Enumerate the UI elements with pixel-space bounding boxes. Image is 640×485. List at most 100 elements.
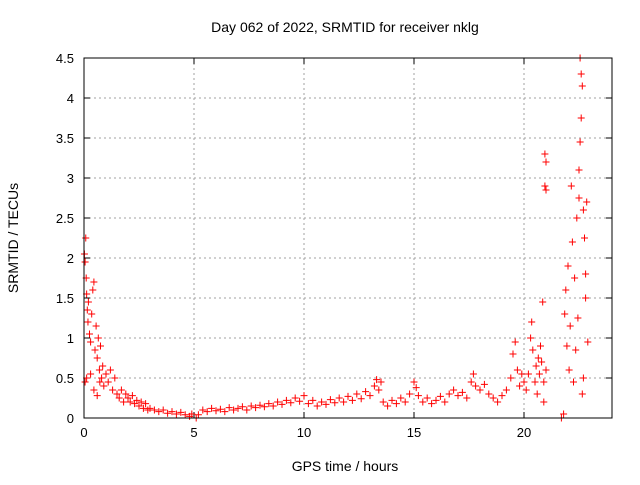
data-point (124, 394, 132, 402)
x-tick-label: 10 (297, 425, 311, 440)
data-point (480, 380, 488, 388)
data-point (463, 394, 471, 402)
data-point (579, 374, 587, 382)
data-point (578, 390, 586, 398)
y-tick-label: 3.5 (56, 131, 74, 146)
data-point (106, 366, 114, 374)
data-point (566, 322, 574, 330)
data-point (584, 338, 592, 346)
data-point (472, 382, 480, 390)
data-point (96, 378, 104, 386)
data-point (572, 346, 580, 354)
data-point (513, 366, 521, 374)
data-point (441, 398, 449, 406)
data-point (203, 408, 211, 416)
data-point (419, 398, 427, 406)
data-point (582, 294, 590, 302)
data-point (208, 404, 216, 412)
data-point (575, 166, 583, 174)
data-point (467, 378, 475, 386)
data-point (410, 378, 418, 386)
data-point (489, 394, 497, 402)
data-point (88, 310, 96, 318)
data-point (579, 206, 587, 214)
data-point (524, 370, 532, 378)
data-point (155, 408, 163, 416)
data-point (445, 390, 453, 398)
data-point (122, 390, 130, 398)
data-point (412, 384, 420, 392)
data-point (102, 370, 110, 378)
data-point (212, 407, 220, 415)
data-point (252, 404, 260, 412)
data-point (243, 406, 251, 414)
y-tick-label: 0 (67, 411, 74, 426)
data-point (498, 392, 506, 400)
data-point (84, 298, 92, 306)
y-tick-label: 4.5 (56, 51, 74, 66)
data-point (377, 378, 385, 386)
data-point (194, 411, 202, 419)
plot-frame (83, 57, 613, 419)
data-point (172, 410, 180, 418)
data-point (485, 390, 493, 398)
data-point (82, 234, 90, 242)
chart-title: Day 062 of 2022, SRMTID for receiver nkl… (211, 19, 479, 35)
data-point (137, 398, 145, 406)
data-point (577, 114, 585, 122)
data-point (540, 398, 548, 406)
data-point (458, 388, 466, 396)
data-point (109, 386, 117, 394)
data-point (230, 406, 238, 414)
data-point (527, 334, 535, 342)
data-point (494, 398, 502, 406)
data-point (142, 400, 150, 408)
data-point (111, 374, 119, 382)
data-point (344, 392, 352, 400)
data-point (260, 403, 268, 411)
data-point (87, 338, 95, 346)
data-point (578, 82, 586, 90)
data-point (164, 409, 172, 417)
data-point (92, 322, 100, 330)
data-point (565, 366, 573, 374)
data-point (256, 401, 264, 409)
data-point (340, 398, 348, 406)
y-tick-label: 1 (67, 331, 74, 346)
data-point (454, 392, 462, 400)
data-point (304, 400, 312, 408)
data-point (309, 396, 317, 404)
data-point (388, 396, 396, 404)
data-point (542, 366, 550, 374)
data-point (98, 374, 106, 382)
data-point (564, 262, 572, 270)
data-point (384, 402, 392, 410)
data-point (531, 378, 539, 386)
data-point (99, 362, 107, 370)
data-point (177, 408, 185, 416)
data-point (287, 399, 295, 407)
x-tick-label: 20 (517, 425, 531, 440)
data-point (313, 402, 321, 410)
data-point (507, 374, 515, 382)
data-point (83, 306, 91, 314)
tick-layer: 0 5 10 15 20 0 0.5 1 1.5 2 2.5 3 3.5 4 4.5 (56, 51, 612, 440)
data-point (516, 382, 524, 390)
data-point (575, 194, 583, 202)
grid-layer (84, 58, 612, 418)
data-point (150, 406, 158, 414)
y-tick-label: 2.5 (56, 211, 74, 226)
data-point (168, 408, 176, 416)
data-point (509, 350, 517, 358)
y-tick-label: 1.5 (56, 291, 74, 306)
data-point (406, 390, 414, 398)
y-tick-label: 3 (67, 171, 74, 186)
data-point (115, 394, 123, 402)
data-point (511, 338, 519, 346)
data-point (581, 234, 588, 242)
data-point (353, 390, 361, 398)
data-point (221, 408, 229, 416)
data-point (560, 410, 568, 418)
data-point (538, 358, 546, 366)
